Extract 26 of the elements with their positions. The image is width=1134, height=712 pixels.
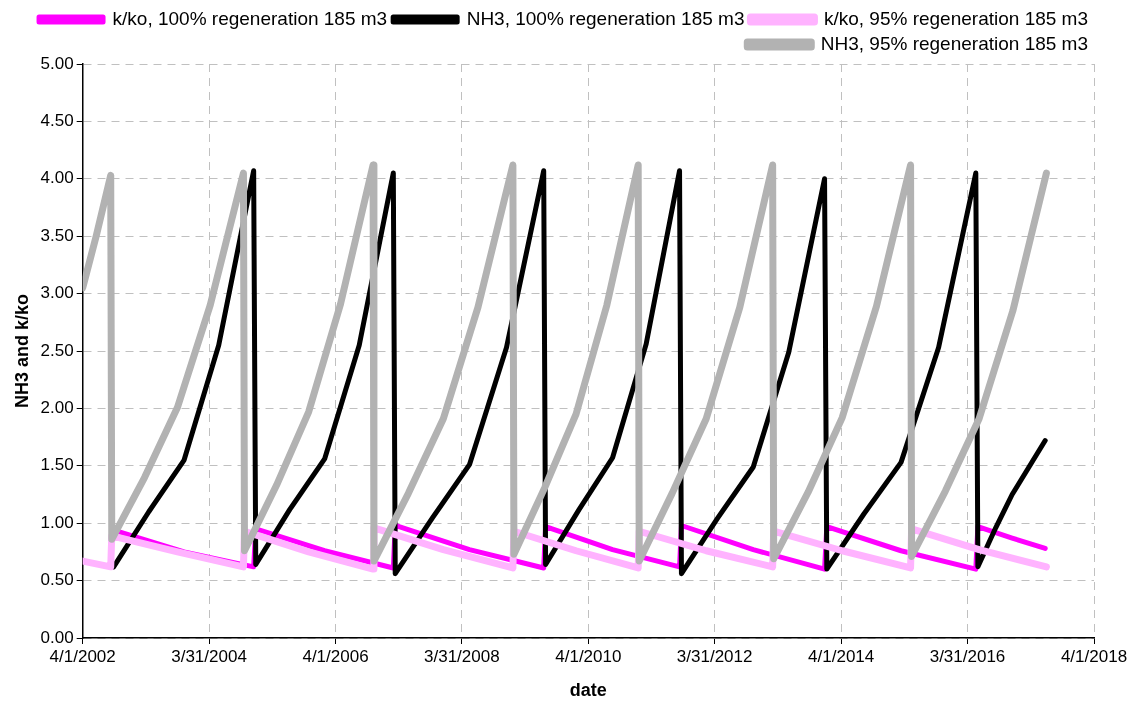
y-tick-label: 3.00 <box>40 283 74 303</box>
y-tick-label: 0.50 <box>40 570 74 590</box>
x-tick-label: 3/31/2008 <box>424 646 500 666</box>
legend-label: k/ko, 100% regeneration 185 m3 <box>112 7 388 29</box>
y-tick-label: 2.00 <box>40 398 74 418</box>
y-tick-label: 2.50 <box>40 340 74 360</box>
y-tick-label: 1.00 <box>40 512 74 532</box>
y-tick-label: 0.00 <box>40 627 74 647</box>
y-tick-label: 1.50 <box>40 455 74 475</box>
legend-label: NH3, 100% regeneration 185 m3 <box>466 7 745 29</box>
legend-label: k/ko, 95% regeneration 185 m3 <box>823 7 1089 29</box>
y-tick-label: 4.50 <box>40 111 74 131</box>
y-tick-label: 5.00 <box>40 53 74 73</box>
y-tick-label: 3.50 <box>40 225 74 245</box>
y-tick-label: 4.00 <box>40 168 74 188</box>
x-tick-label: 4/1/2002 <box>49 646 116 666</box>
x-tick-label: 4/1/2010 <box>555 646 622 666</box>
x-tick-label: 3/31/2004 <box>171 646 247 666</box>
x-axis-title: date <box>569 680 607 701</box>
legend-label: NH3, 95% regeneration 185 m3 <box>820 32 1088 54</box>
x-tick-label: 4/1/2014 <box>808 646 875 666</box>
x-tick-label: 4/1/2018 <box>1060 646 1128 666</box>
x-tick-label: 3/31/2012 <box>676 646 753 666</box>
x-tick-label: 3/31/2016 <box>929 646 1006 666</box>
x-tick-label: 4/1/2006 <box>302 646 369 666</box>
y-axis-title: NH3 and k/ko <box>11 293 32 409</box>
